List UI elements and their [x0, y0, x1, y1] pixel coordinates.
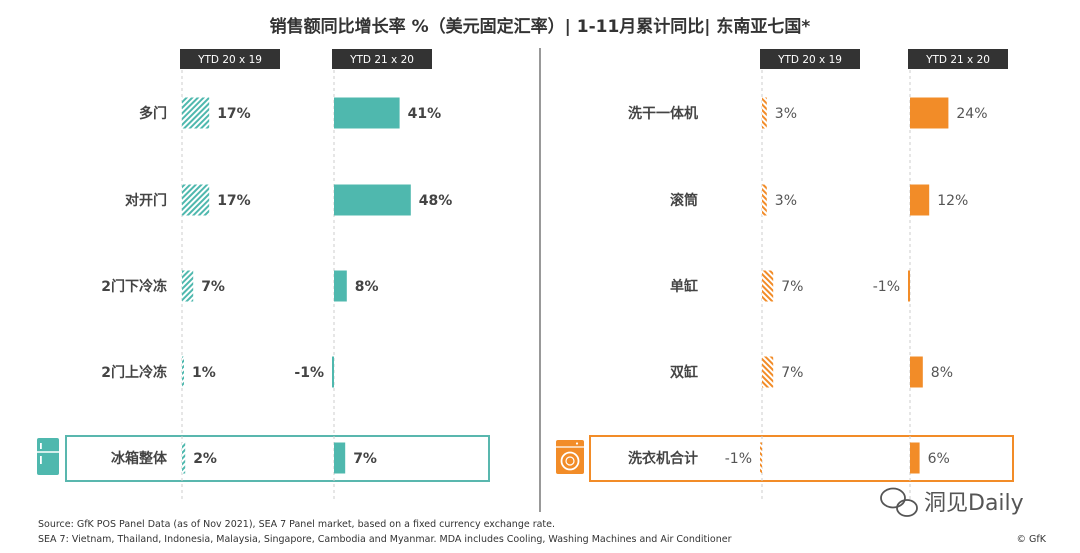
fridge-category-label-3: 2门下冷冻 — [101, 278, 167, 295]
fridge-series-header-1 — [180, 49, 280, 69]
fridge-bar-2-5 — [334, 442, 346, 474]
fridge-category-label-1: 多门 — [139, 105, 167, 122]
washer-value-label-2-3: -1% — [873, 279, 900, 295]
washer-series-header-1 — [760, 49, 860, 69]
fridge-value-label-1-1: 17% — [217, 106, 251, 122]
washer-value-label-1-5: -1% — [725, 451, 752, 467]
washer-category-label-2: 滚筒 — [670, 192, 698, 209]
washer-bar-1-2 — [762, 184, 767, 216]
fridge-series-header-2 — [332, 49, 432, 69]
washing-machine-icon — [556, 440, 584, 474]
fridge-category-label-5: 冰箱整体 — [111, 450, 168, 467]
fridge-icon — [37, 438, 59, 475]
washer-value-label-1-3: 7% — [781, 279, 803, 295]
fridge-total-highlight-box — [65, 435, 490, 482]
fridge-bar-1-5 — [182, 442, 186, 474]
washer-value-label-1-2: 3% — [775, 193, 797, 209]
washer-value-label-1-4: 7% — [781, 365, 803, 381]
washer-series-header-2 — [908, 49, 1008, 69]
washer-bar-2-4 — [910, 356, 923, 388]
fridge-bar-2-3 — [334, 270, 347, 302]
fridge-bar-2-2 — [334, 184, 411, 216]
fridge-value-label-2-3: 8% — [355, 279, 379, 295]
fridge-series-header-label-1: YTD 20 x 19 — [197, 54, 262, 66]
fridge-value-label-1-3: 7% — [201, 279, 225, 295]
fridge-series-header-label-2: YTD 21 x 20 — [349, 54, 414, 66]
fridge-bar-1-3 — [182, 270, 194, 302]
washer-series-header-label-1: YTD 20 x 19 — [777, 54, 842, 66]
washer-value-label-2-1: 24% — [956, 106, 987, 122]
washer-category-label-1: 洗干一体机 — [628, 105, 698, 122]
washer-series-header-label-2: YTD 21 x 20 — [925, 54, 990, 66]
washer-bar-1-4 — [762, 356, 774, 388]
fridge-value-label-2-5: 7% — [353, 451, 377, 467]
washer-value-label-2-2: 12% — [937, 193, 968, 209]
washer-value-label-1-1: 3% — [775, 106, 797, 122]
washer-bar-2-3 — [908, 270, 910, 302]
chart-structure: YTD 20 x 19 YTD 21 x 20 YTD 20 x 19 YTD 21 … — [65, 48, 1014, 512]
footer-copyright: © GfK — [1017, 534, 1047, 545]
chart-title: 销售额同比增长率 %（美元固定汇率）| 1-11月累计同比| 东南亚七国* — [270, 16, 811, 37]
fridge-value-label-2-4: -1% — [294, 365, 324, 381]
washer-bar-1-3 — [762, 270, 774, 302]
fridge-bar-2-4 — [332, 356, 334, 388]
washer-value-label-2-5: 6% — [928, 451, 950, 467]
fridge-bar-1-1 — [182, 97, 210, 129]
wechat-icon — [880, 487, 918, 517]
fridge-value-label-2-1: 41% — [408, 106, 442, 122]
washer-bar-2-2 — [910, 184, 930, 216]
fridge-bar-1-4 — [182, 356, 184, 388]
footer-source: Source: GfK POS Panel Data (as of Nov 20… — [38, 519, 555, 530]
fridge-value-label-1-2: 17% — [217, 193, 251, 209]
fridge-value-label-2-2: 48% — [419, 193, 453, 209]
watermark-text: 洞见Daily — [924, 491, 1024, 516]
washer-value-label-2-4: 8% — [931, 365, 953, 381]
washer-bar-1-1 — [762, 97, 767, 129]
fridge-category-label-4: 2门上冷冻 — [101, 364, 167, 381]
washer-category-label-3: 单缸 — [670, 278, 698, 295]
fridge-category-label-2: 对开门 — [125, 192, 167, 209]
fridge-bar-2-1 — [334, 97, 400, 129]
fridge-value-label-1-4: 1% — [192, 365, 216, 381]
washer-category-label-5: 洗衣机合计 — [628, 450, 698, 467]
fridge-bar-1-2 — [182, 184, 210, 216]
washer-bar-1-5 — [760, 442, 762, 474]
washer-bar-2-1 — [910, 97, 949, 129]
washer-total-highlight-box — [589, 435, 1014, 482]
washer-bar-2-5 — [910, 442, 920, 474]
footer-note: SEA 7: Vietnam, Thailand, Indonesia, Mal… — [38, 534, 732, 545]
washer-category-label-4: 双缸 — [670, 364, 698, 381]
fridge-value-label-1-5: 2% — [193, 451, 217, 467]
